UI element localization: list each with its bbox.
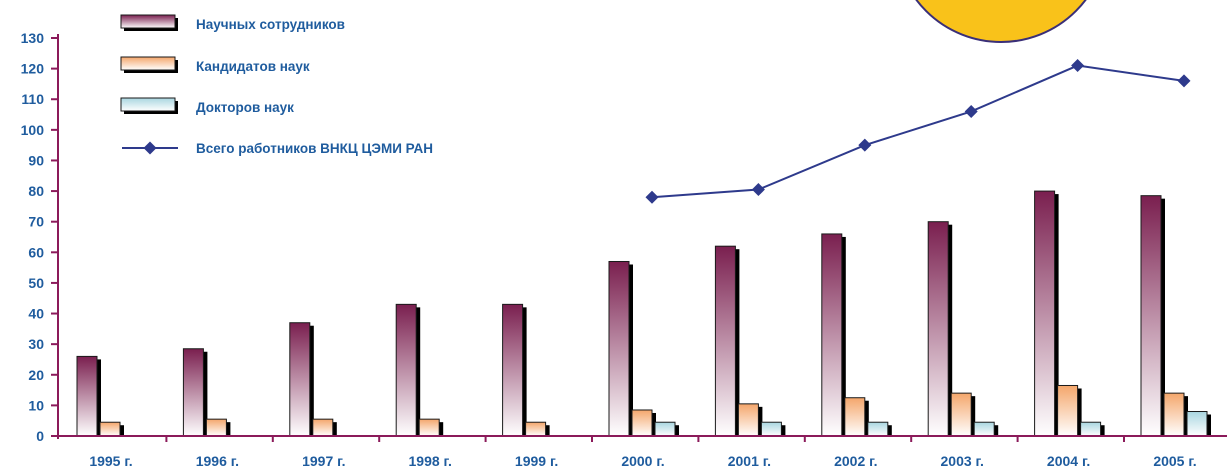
y-tick-label: 80 <box>28 183 44 199</box>
line-point <box>1177 74 1191 88</box>
legend-item: Всего работников ВНКЦ ЦЭМИ РАН <box>122 141 433 156</box>
line-point <box>751 183 765 197</box>
y-tick-label: 70 <box>28 214 44 230</box>
bar <box>1186 411 1211 437</box>
x-tick-label: 1998 г. <box>409 453 452 467</box>
bar <box>395 303 421 437</box>
legend-item: Докторов наук <box>120 97 294 115</box>
x-tick-label: 1995 г. <box>89 453 132 467</box>
line-point <box>964 104 978 118</box>
y-tick-label: 90 <box>28 152 44 168</box>
bar <box>99 421 124 437</box>
bar <box>631 409 656 437</box>
line-point <box>858 138 872 152</box>
x-tick-label: 2000 г. <box>621 453 664 467</box>
bar <box>502 303 527 437</box>
bar <box>76 355 101 437</box>
bar <box>867 421 892 437</box>
y-tick-label: 60 <box>28 244 44 260</box>
bar <box>737 403 763 437</box>
bar <box>1034 190 1059 437</box>
legend-item: Кандидатов наук <box>120 56 310 74</box>
legend-label: Всего работников ВНКЦ ЦЭМИ РАН <box>196 141 433 156</box>
bar <box>1163 392 1188 437</box>
bar <box>289 322 314 437</box>
bar <box>821 233 846 437</box>
bar <box>312 418 337 437</box>
legend-swatch <box>120 56 176 71</box>
axes-layer: 0 10 20 30 40 50 60 70 80 90 100 110 120 130 1995 г. 19… <box>21 30 1227 467</box>
decorative-sun-circle <box>915 0 1087 43</box>
x-tick-label: 1997 г. <box>302 453 345 467</box>
bar <box>950 392 976 437</box>
y-tick-label: 0 <box>36 428 44 444</box>
bar <box>1057 384 1082 437</box>
bar <box>1080 421 1105 437</box>
bar <box>844 397 869 437</box>
y-tick-label: 20 <box>28 367 44 383</box>
bars-layer <box>76 190 1211 437</box>
legend-label: Докторов наук <box>196 100 294 115</box>
y-tick-label: 110 <box>21 91 44 107</box>
legend-marker <box>143 141 157 155</box>
bar <box>205 418 231 437</box>
bar <box>927 221 953 437</box>
bar <box>608 260 633 437</box>
y-tick-label: 100 <box>21 122 45 138</box>
legend-swatch <box>120 14 176 29</box>
line-point <box>645 190 659 204</box>
x-tick-label: 2003 г. <box>941 453 984 467</box>
legend-swatch <box>120 97 176 112</box>
y-tick-label: 120 <box>21 61 45 77</box>
x-tick-label: 2004 г. <box>1047 453 1090 467</box>
line-point <box>1071 59 1085 73</box>
bar <box>714 245 740 437</box>
legend: Научных сотрудников Кандидатов наук Доктор… <box>120 14 433 156</box>
y-tick-label: 10 <box>28 397 44 413</box>
y-tick-label: 30 <box>28 336 44 352</box>
bar <box>525 421 550 437</box>
legend-label: Кандидатов наук <box>196 59 310 74</box>
x-tick-label: 1999 г. <box>515 453 558 467</box>
y-tick-label: 40 <box>28 306 44 322</box>
x-tick-label: 2005 г. <box>1153 453 1196 467</box>
legend-item: Научных сотрудников <box>120 14 345 32</box>
bar <box>182 348 208 437</box>
series-line <box>651 64 1185 199</box>
x-tick-label: 1996 г. <box>196 453 239 467</box>
x-tick-label: 2001 г. <box>728 453 771 467</box>
bar <box>760 421 786 437</box>
bar <box>1140 195 1165 437</box>
bar <box>654 421 679 437</box>
x-tick-label: 2002 г. <box>834 453 877 467</box>
legend-label: Научных сотрудников <box>196 17 345 32</box>
y-tick-label: 130 <box>21 30 45 46</box>
line-layer <box>645 59 1191 204</box>
bar <box>418 418 444 437</box>
y-tick-label: 50 <box>28 275 44 291</box>
bar <box>973 421 999 437</box>
